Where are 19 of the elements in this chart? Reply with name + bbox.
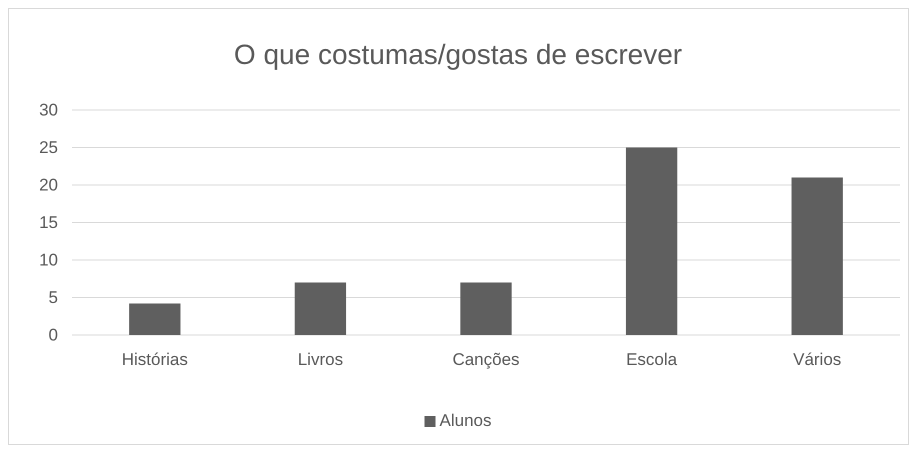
- x-tick-label: Canções: [452, 350, 520, 370]
- y-tick-label: 20: [39, 175, 58, 194]
- x-tick-label: Vários: [793, 350, 842, 370]
- y-tick-label: 30: [39, 100, 58, 120]
- x-tick-label: Histórias: [122, 350, 188, 370]
- bar: [294, 282, 346, 335]
- y-tick-label: 10: [39, 250, 58, 270]
- chart-title: O que costumas/gostas de escrever: [234, 39, 682, 70]
- y-tick-label: 25: [39, 138, 58, 157]
- legend-label: Alunos: [440, 411, 492, 430]
- y-tick-label: 15: [39, 212, 58, 232]
- x-tick-label: Escola: [626, 350, 678, 370]
- x-tick-label: Livros: [298, 350, 344, 370]
- bar: [792, 178, 843, 335]
- bar: [460, 282, 512, 335]
- bar: [626, 148, 678, 335]
- y-tick-label: 5: [48, 288, 58, 307]
- y-tick-label: 0: [48, 325, 58, 344]
- bar: [129, 304, 180, 335]
